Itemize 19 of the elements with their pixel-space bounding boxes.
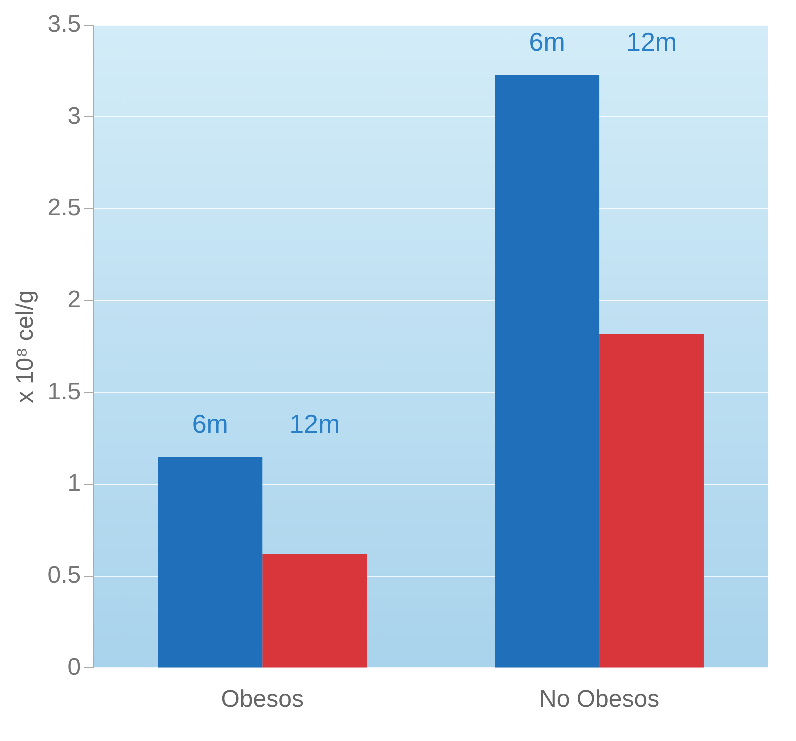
y-tick-label: 0.5 [48, 562, 82, 589]
y-tick-label: 0 [68, 654, 82, 681]
x-tick-label: Obesos [221, 686, 304, 714]
y-axis-title: x 10⁸ cel/g [12, 290, 40, 404]
text: 6m [529, 27, 566, 58]
bar [158, 456, 263, 668]
y-tick-label: 2 [68, 286, 82, 314]
y-tick-label: 3.5 [48, 11, 82, 38]
text: 12m [626, 27, 678, 58]
y-tick-label: 3 [68, 102, 82, 130]
bar [262, 554, 368, 668]
y-tick-label: 1 [68, 470, 82, 498]
y-tick-label: 2.5 [48, 194, 82, 222]
y-tick-label: 1.5 [48, 378, 82, 406]
bar [495, 74, 600, 668]
series-label: 6m [192, 409, 228, 440]
bar [600, 334, 704, 668]
x-tick-label: No Obesos [540, 686, 660, 714]
text: 12m [290, 409, 340, 440]
